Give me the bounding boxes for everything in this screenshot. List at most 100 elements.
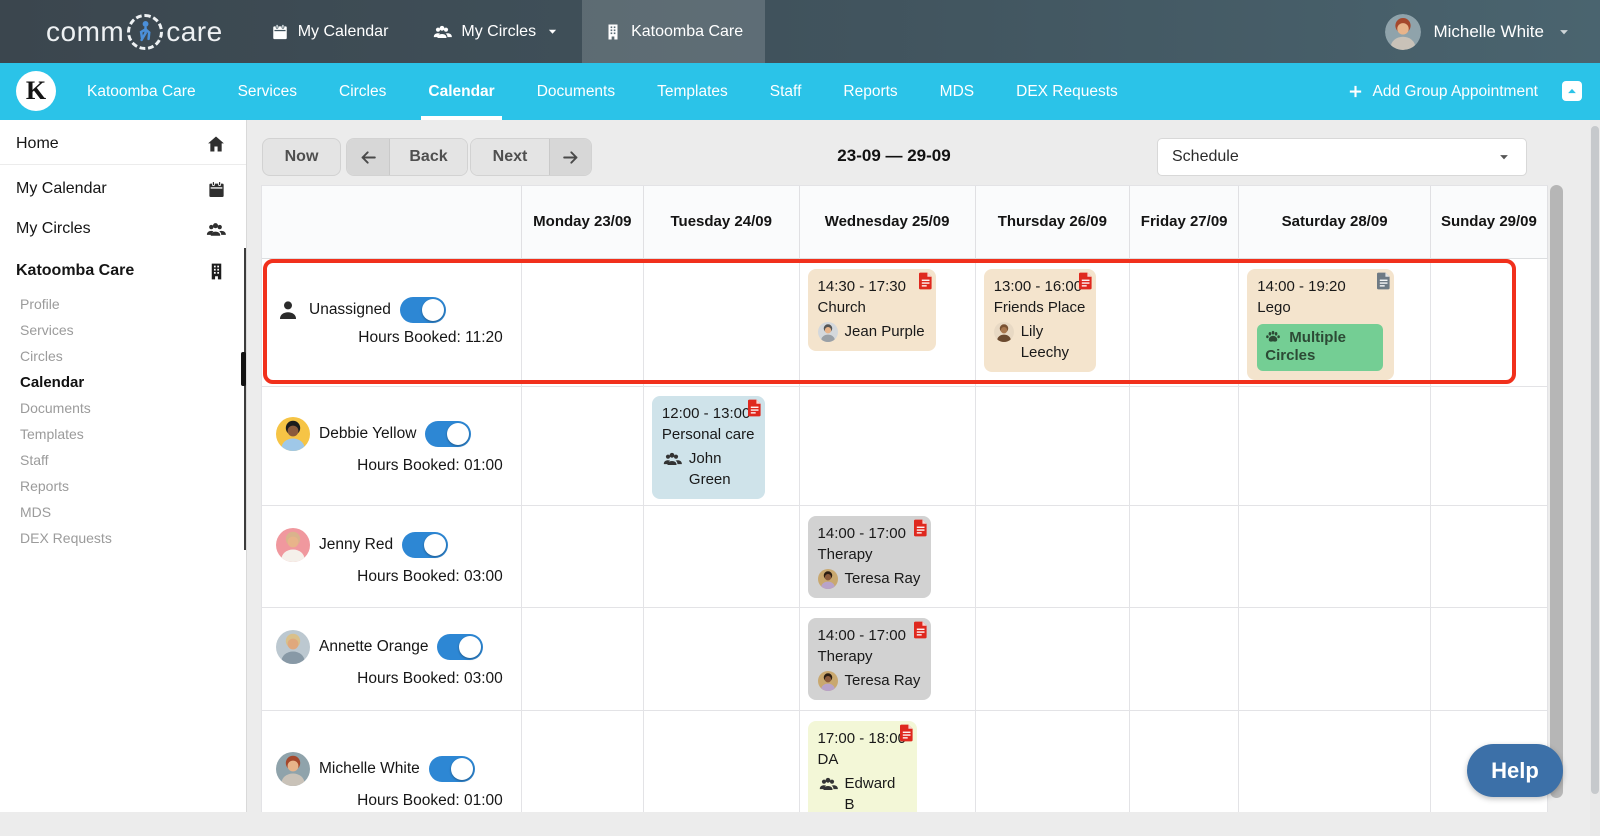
sidebar-subitem-mds[interactable]: MDS — [0, 499, 246, 525]
calendar-cell-row1-day4[interactable] — [1130, 386, 1240, 507]
organisation-logo[interactable]: K — [16, 71, 56, 111]
calendar-cell-row0-day1[interactable] — [643, 259, 800, 387]
event-card-church[interactable]: 14:30 - 17:30 Church Jean Purple — [807, 269, 936, 351]
orgnav-item-reports[interactable]: Reports — [822, 63, 918, 120]
view-select[interactable]: Schedule — [1157, 138, 1527, 176]
sidebar-item-home[interactable]: Home — [0, 126, 246, 162]
document-icon — [1377, 272, 1391, 290]
sidebar-subitem-dex-requests[interactable]: DEX Requests — [0, 525, 246, 551]
orgnav-item-calendar[interactable]: Calendar — [407, 63, 515, 120]
sidebar: Home My Calendar My Circles Katoomba Care Pr… — [0, 120, 247, 812]
calendar-cell-row2-day6[interactable] — [1430, 506, 1548, 608]
staff-visibility-toggle[interactable] — [425, 420, 472, 447]
next-button[interactable]: Next — [471, 139, 549, 175]
calendar-scrollbar-thumb[interactable] — [1550, 185, 1563, 798]
calendar-cell-row0-day0[interactable] — [521, 259, 644, 387]
sidebar-org-label: Katoomba Care — [16, 262, 135, 279]
add-group-appointment-label: Add Group Appointment — [1372, 82, 1538, 100]
sidebar-item-my-circles[interactable]: My Circles — [0, 209, 246, 249]
document-icon — [748, 399, 762, 417]
calendar-cell-row4-day2[interactable]: 17:00 - 18:00 DA Edward B — [800, 711, 976, 812]
event-card-lego[interactable]: 14:00 - 19:20 Lego Multiple Circles — [1247, 269, 1395, 380]
calendar-cell-row0-day5[interactable]: 14:00 - 19:20 Lego Multiple Circles — [1239, 259, 1431, 387]
sidebar-subitem-services[interactable]: Services — [0, 317, 246, 343]
add-group-appointment-button[interactable]: Add Group Appointment — [1347, 63, 1538, 120]
sidebar-subitem-calendar[interactable]: Calendar — [0, 369, 246, 395]
commcare-logo[interactable]: comm care — [46, 0, 223, 63]
calendar-cell-row4-day0[interactable] — [522, 711, 644, 812]
event-card-therapy[interactable]: 14:00 - 17:00 Therapy Teresa Ray — [807, 618, 932, 700]
calendar-cell-row2-day4[interactable] — [1130, 506, 1240, 608]
collapse-button[interactable] — [1562, 81, 1582, 101]
topnav-item-my-calendar[interactable]: My Calendar — [249, 0, 411, 63]
calendar-cell-row3-day5[interactable] — [1239, 608, 1431, 711]
topnav-item-katoomba-care[interactable]: Katoomba Care — [582, 0, 766, 63]
calendar-cell-row0-day2[interactable]: 14:30 - 17:30 Church Jean Purple — [799, 259, 976, 387]
sidebar-subitem-profile[interactable]: Profile — [0, 291, 246, 317]
orgnav-item-katoomba-care[interactable]: Katoomba Care — [66, 63, 217, 120]
document-icon — [899, 724, 914, 742]
now-button[interactable]: Now — [262, 138, 341, 176]
calendar-cell-row2-day2[interactable]: 14:00 - 17:00 Therapy Teresa Ray — [799, 506, 976, 608]
toggle-knob — [459, 636, 482, 658]
sidebar-item-label: My Circles — [16, 220, 91, 237]
calendar-cell-row4-day3[interactable] — [976, 711, 1130, 812]
calendar-cell-row1-day5[interactable] — [1239, 386, 1431, 507]
calendar-cell-row2-day0[interactable] — [521, 506, 644, 608]
sidebar-scrollbar-track — [244, 248, 246, 550]
event-card-therapy[interactable]: 14:00 - 17:00 Therapy Teresa Ray — [807, 516, 932, 598]
sidebar-scrollbar-thumb[interactable] — [241, 352, 246, 386]
sidebar-subitem-reports[interactable]: Reports — [0, 473, 246, 499]
orgnav-item-dex-requests[interactable]: DEX Requests — [995, 63, 1139, 120]
sidebar-subitem-circles[interactable]: Circles — [0, 343, 246, 369]
user-menu[interactable]: Michelle White — [1385, 0, 1572, 63]
users-icon — [205, 219, 226, 240]
calendar-cell-row0-day3[interactable]: 13:00 - 16:00 Friends Place Lily Leechy — [975, 259, 1130, 387]
sidebar-item-my-calendar[interactable]: My Calendar — [0, 169, 246, 209]
calendar-cell-row3-day3[interactable] — [975, 608, 1130, 711]
orgnav-item-templates[interactable]: Templates — [636, 63, 749, 120]
calendar-cell-row1-day6[interactable] — [1430, 386, 1548, 507]
topnav-item-my-circles[interactable]: My Circles — [410, 0, 582, 63]
staff-visibility-toggle[interactable] — [428, 755, 475, 782]
calendar-cell-row1-day0[interactable] — [521, 386, 644, 507]
calendar-cell-row3-day4[interactable] — [1130, 608, 1240, 711]
sidebar-subitem-templates[interactable]: Templates — [0, 421, 246, 447]
staff-visibility-toggle[interactable] — [402, 531, 449, 558]
orgnav-item-circles[interactable]: Circles — [318, 63, 407, 120]
event-card-personal-care[interactable]: 12:00 - 13:00 Personal care John Green — [651, 396, 766, 500]
calendar-cell-row3-day0[interactable] — [521, 608, 644, 711]
event-card-da[interactable]: 17:00 - 18:00 DA Edward B — [807, 721, 917, 812]
event-card-friends-place[interactable]: 13:00 - 16:00 Friends Place Lily Leechy — [983, 269, 1097, 373]
calendar-cell-row4-day5[interactable] — [1239, 711, 1431, 812]
staff-name: Unassigned — [309, 301, 391, 319]
sidebar-item-katoomba-care[interactable]: Katoomba Care — [0, 251, 246, 291]
arrow-left-icon[interactable] — [347, 139, 389, 175]
calendar-cell-row1-day3[interactable] — [975, 386, 1130, 507]
help-button[interactable]: Help — [1467, 744, 1563, 797]
sidebar-subitem-documents[interactable]: Documents — [0, 395, 246, 421]
orgnav-item-staff[interactable]: Staff — [749, 63, 823, 120]
calendar-cell-row4-day4[interactable] — [1130, 711, 1240, 812]
calendar-cell-row2-day1[interactable] — [643, 506, 800, 608]
orgnav-item-services[interactable]: Services — [217, 63, 318, 120]
calendar-cell-row0-day6[interactable] — [1430, 259, 1548, 387]
calendar-cell-row3-day1[interactable] — [643, 608, 800, 711]
calendar-cell-row2-day3[interactable] — [975, 506, 1130, 608]
calendar-cell-row2-day5[interactable] — [1239, 506, 1431, 608]
calendar-cell-row3-day2[interactable]: 14:00 - 17:00 Therapy Teresa Ray — [799, 608, 976, 711]
calendar-cell-row4-day1[interactable] — [644, 711, 800, 812]
arrow-right-icon[interactable] — [549, 139, 591, 175]
orgnav-item-mds[interactable]: MDS — [919, 63, 995, 120]
calendar-cell-row0-day4[interactable] — [1130, 259, 1240, 387]
calendar-cell-row3-day6[interactable] — [1430, 608, 1548, 711]
staff-visibility-toggle[interactable] — [437, 634, 484, 660]
sidebar-subitem-staff[interactable]: Staff — [0, 447, 246, 473]
back-button[interactable]: Back — [389, 139, 467, 175]
orgnav-item-documents[interactable]: Documents — [516, 63, 636, 120]
sidebar-divider — [0, 164, 246, 165]
calendar-cell-row1-day2[interactable] — [799, 386, 976, 507]
window-scrollbar-thumb[interactable] — [1591, 126, 1599, 794]
staff-visibility-toggle[interactable] — [399, 297, 446, 324]
calendar-cell-row1-day1[interactable]: 12:00 - 13:00 Personal care John Green — [643, 386, 800, 507]
